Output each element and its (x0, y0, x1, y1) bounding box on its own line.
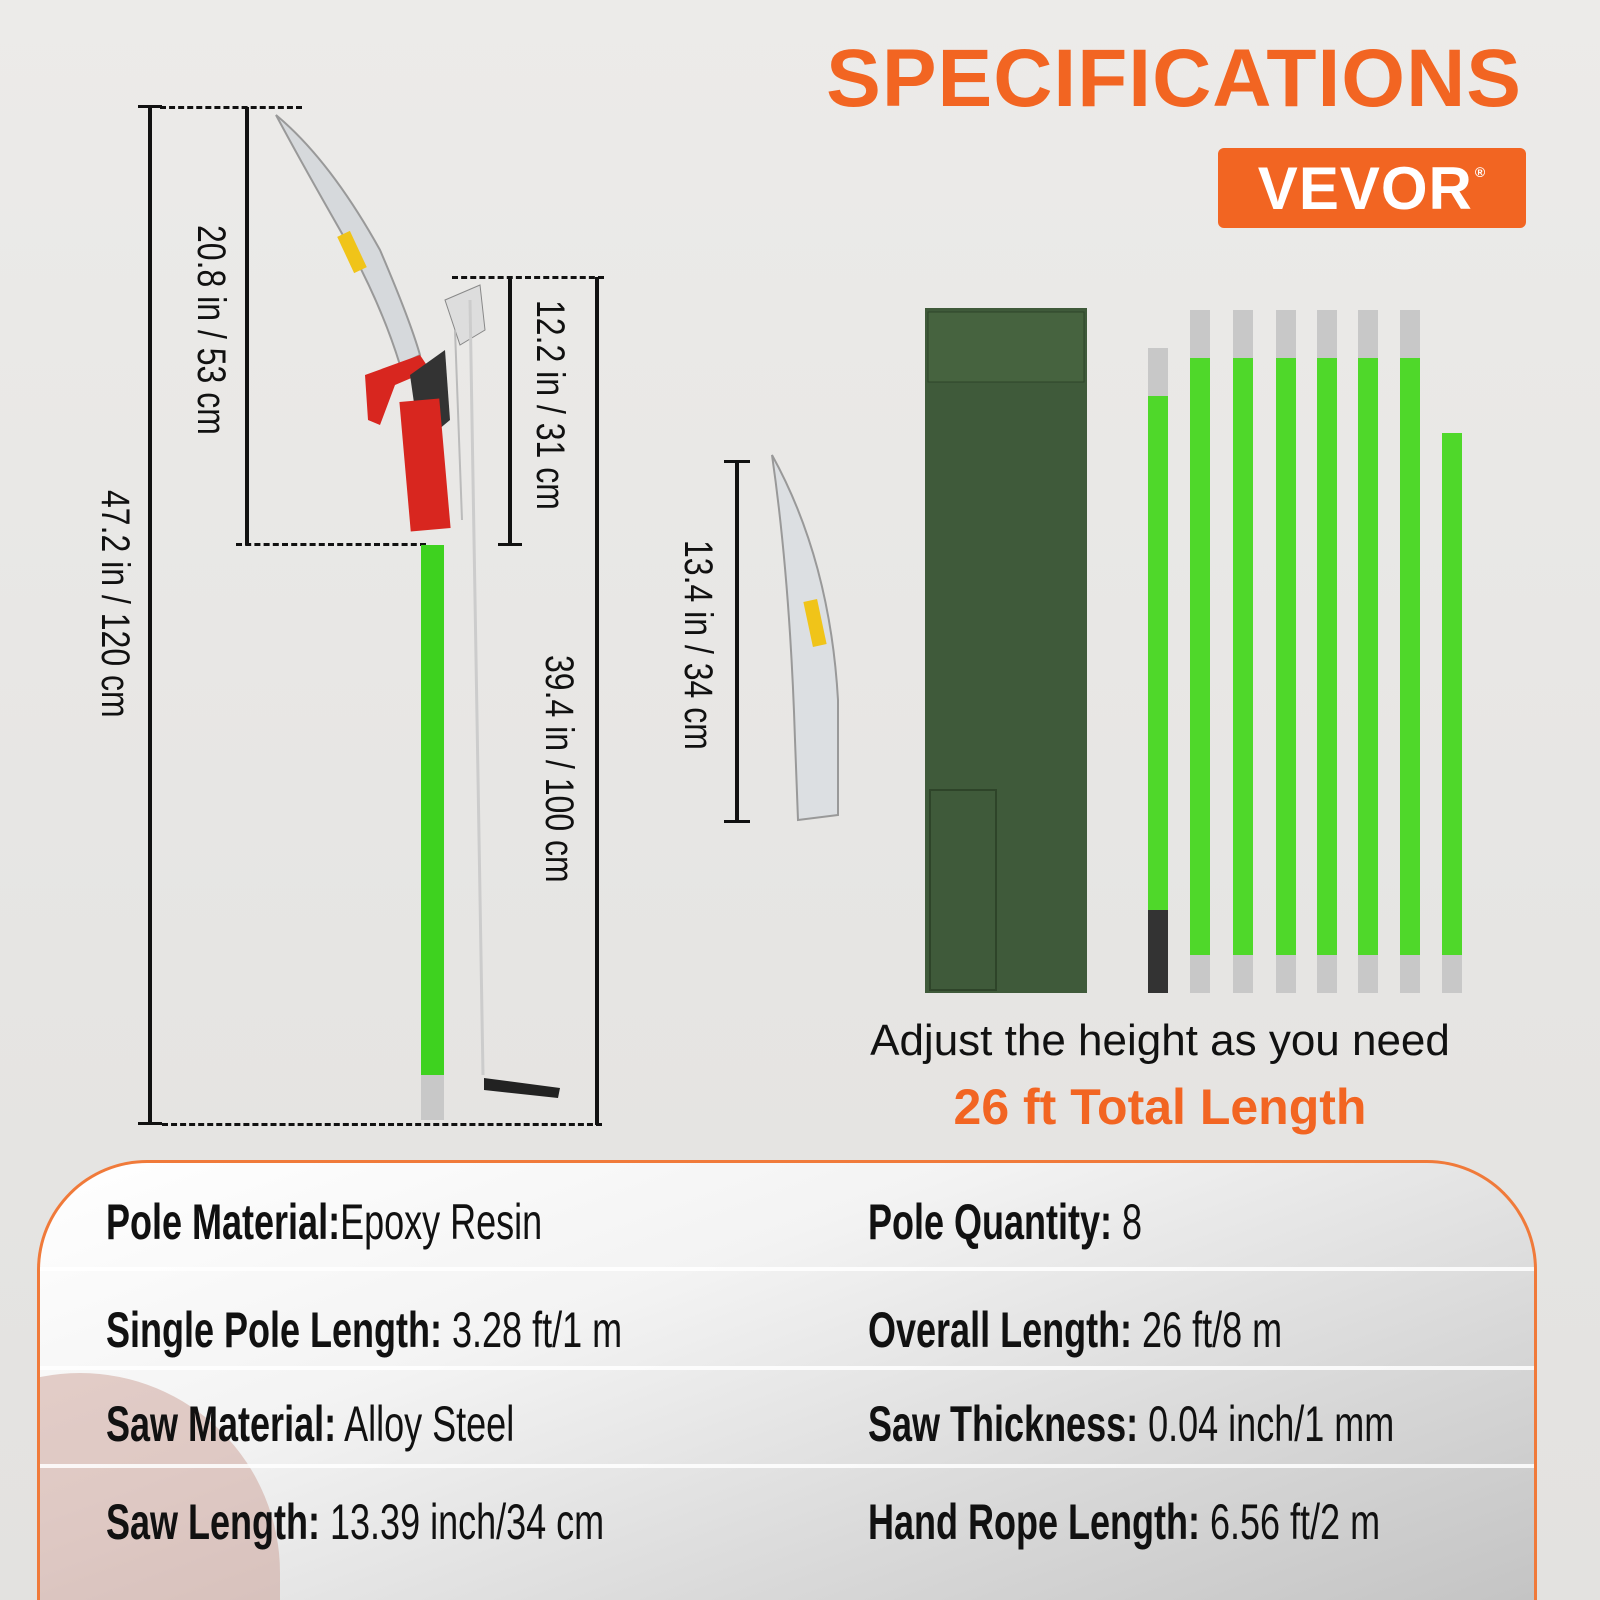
pole-connector (1148, 348, 1168, 396)
head-dimension-line (245, 107, 249, 545)
spec-table: Pole Material:Epoxy Resin Pole Quantity:… (37, 1160, 1537, 1600)
spec-label: Single Pole Length: (106, 1302, 443, 1358)
spec-value: 26 ft/8 m (1132, 1302, 1283, 1358)
pole-connector (1233, 310, 1253, 358)
pole-end-cap (1442, 955, 1462, 993)
brand-name: VEVOR (1257, 154, 1473, 222)
spec-value: 13.39 inch/34 cm (319, 1494, 605, 1550)
pruner-length-label: 12.2 in / 31 cm (528, 300, 572, 510)
pole-end-cap (1276, 955, 1296, 993)
pole-connector (1358, 310, 1378, 358)
pole-end-cap (1233, 955, 1253, 993)
pole-end-cap (421, 1075, 444, 1120)
spec-label: Overall Length: (868, 1302, 1133, 1358)
spec-label: Saw Material: (106, 1396, 337, 1452)
pole-section (1358, 358, 1378, 955)
saw-blade-image (771, 454, 839, 822)
spec-row: Saw Length: 13.39 inch/34 cm Hand Rope L… (40, 1468, 1534, 1598)
spec-row: Saw Material: Alloy Steel Saw Thickness:… (40, 1370, 1534, 1468)
pole-section (1400, 358, 1420, 955)
dashed-guide (160, 106, 302, 109)
spec-cell: Saw Material: Alloy Steel (106, 1395, 514, 1453)
storage-bag-image (925, 308, 1087, 993)
pole-end-cap (1400, 955, 1420, 993)
spec-cell: Single Pole Length: 3.28 ft/1 m (106, 1301, 622, 1359)
registered-mark: ® (1474, 164, 1487, 180)
tick (138, 1122, 162, 1125)
spec-label: Pole Material: (106, 1194, 341, 1250)
pole-section (1190, 358, 1210, 955)
spec-value: 0.04 inch/1 mm (1138, 1396, 1395, 1452)
tick (138, 105, 162, 108)
spec-row: Pole Material:Epoxy Resin Pole Quantity:… (40, 1163, 1534, 1271)
pole-end-cap (1190, 955, 1210, 993)
overall-dimension-line (148, 107, 152, 1125)
brand-logo: VEVOR ® (1218, 148, 1526, 228)
head-length-label: 20.8 in / 53 cm (189, 225, 233, 435)
spec-cell: Saw Length: 13.39 inch/34 cm (106, 1493, 604, 1551)
dashed-guide (236, 543, 426, 546)
pole-length-label: 39.4 in / 100 cm (537, 655, 581, 883)
spec-cell: Pole Quantity: 8 (868, 1193, 1142, 1251)
spec-label: Saw Length: (106, 1494, 320, 1550)
pole-saw-illustration (275, 114, 1462, 1120)
tick (724, 460, 750, 463)
saw-length-label: 13.4 in / 34 cm (676, 540, 720, 750)
spec-label: Hand Rope Length: (868, 1494, 1200, 1550)
pole-section (1276, 358, 1296, 955)
saw-dimension-line (735, 462, 739, 822)
pole-end-cap (1148, 910, 1168, 993)
dashed-guide (452, 276, 604, 279)
pole-connector (1400, 310, 1420, 358)
pole-dimension-line (595, 277, 599, 1125)
rope-handle-icon (484, 1078, 560, 1098)
spec-cell: Hand Rope Length: 6.56 ft/2 m (868, 1493, 1380, 1551)
total-length-caption: 26 ft Total Length (953, 1079, 1367, 1135)
dashed-guide (162, 1123, 602, 1126)
saw-head-image (275, 114, 486, 1076)
adjust-caption: Adjust the height as you need (870, 1016, 1450, 1065)
tick (724, 820, 750, 823)
spec-value: Epoxy Resin (340, 1194, 543, 1250)
tick (498, 543, 522, 546)
pole-end-cap (1358, 955, 1378, 993)
spec-cell: Saw Thickness: 0.04 inch/1 mm (868, 1395, 1394, 1453)
pole-section (1442, 433, 1462, 955)
spec-value: 8 (1112, 1194, 1143, 1250)
spec-label: Saw Thickness: (868, 1396, 1139, 1452)
spec-value: 3.28 ft/1 m (442, 1302, 623, 1358)
pole-connector (1276, 310, 1296, 358)
page-title: SPECIFICATIONS (826, 33, 1522, 124)
pole-end-cap (1317, 955, 1337, 993)
spec-cell: Pole Material:Epoxy Resin (106, 1193, 542, 1251)
pole-section (1148, 396, 1168, 910)
spec-value: 6.56 ft/2 m (1199, 1494, 1381, 1550)
spec-value: Alloy Steel (336, 1396, 515, 1452)
spec-row: Single Pole Length: 3.28 ft/1 m Overall … (40, 1271, 1534, 1370)
spec-label: Pole Quantity: (868, 1194, 1113, 1250)
overall-length-label: 47.2 in / 120 cm (93, 490, 137, 718)
spec-cell: Overall Length: 26 ft/8 m (868, 1301, 1282, 1359)
pole-connector (1317, 310, 1337, 358)
pole-section (1233, 358, 1253, 955)
pole-section (1317, 358, 1337, 955)
pruner-dimension-line (508, 277, 512, 545)
pole-connector (1190, 310, 1210, 358)
pole-sections (1148, 310, 1462, 993)
pole-image (421, 545, 444, 1075)
